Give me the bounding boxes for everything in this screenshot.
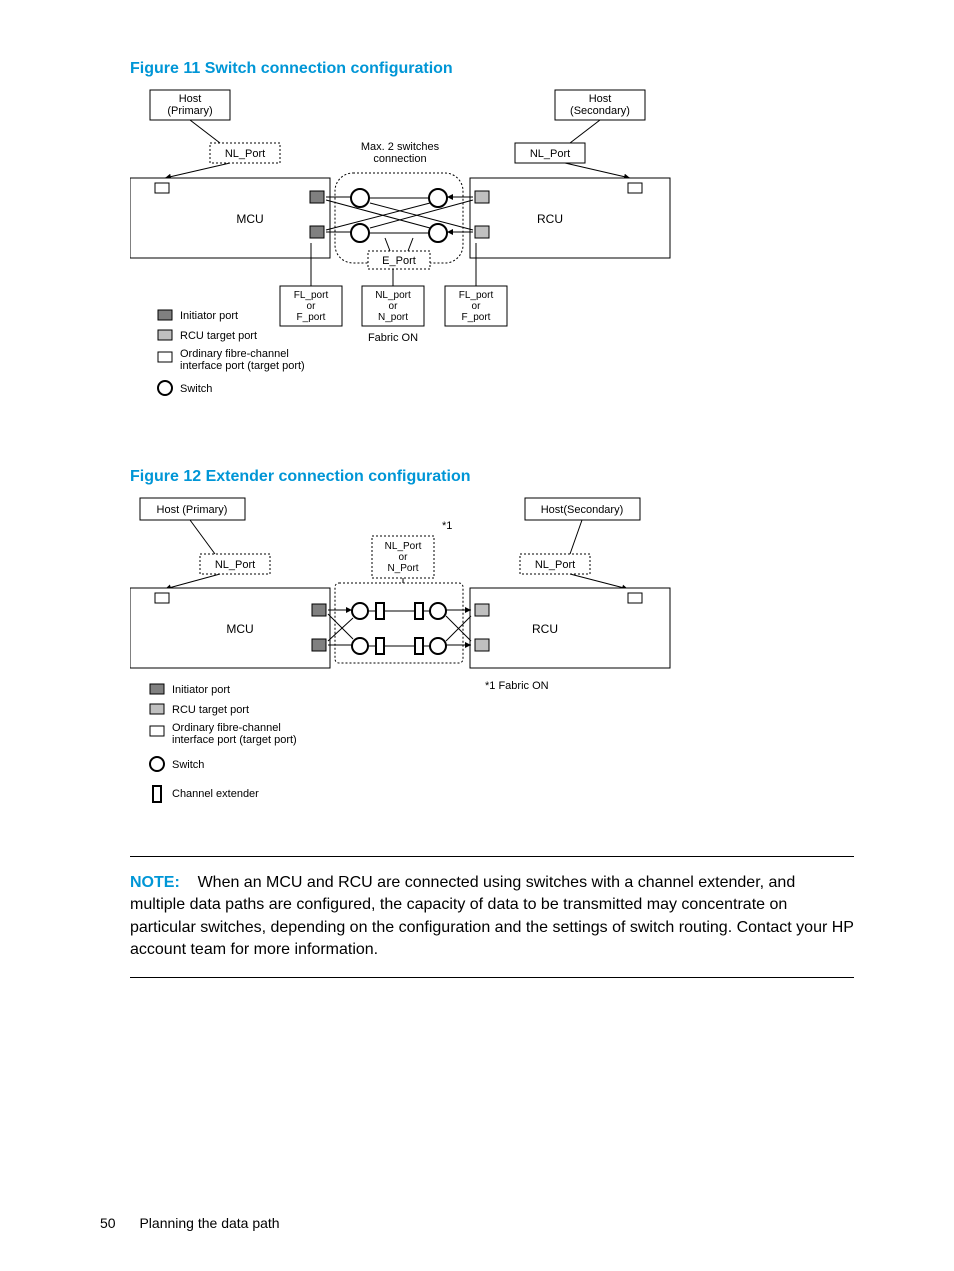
figure-12-title: Figure 12 Extender connection configurat… [130,468,854,486]
note-block: NOTE: When an MCU and RCU are connected … [130,856,854,978]
nl-port-right-12: NL_Port [535,559,575,571]
note-label: NOTE: [130,874,180,891]
legend-extender: Channel extender [172,788,259,800]
legend-initiator-12: Initiator port [172,684,230,696]
mcu-label-12: MCU [226,622,253,636]
nl-port-left-12: NL_Port [215,559,255,571]
host-secondary-l1: Host [589,93,612,105]
host-primary-l2: (Primary) [167,105,212,117]
legend-ordinary-l1: Ordinary fibre-channel [180,348,289,360]
nl-port-left: NL_Port [225,148,265,160]
nl-port-mid-l2: or [389,301,399,312]
page-number: 50 [100,1215,116,1231]
fl-port-left-l1: FL_port [294,290,329,301]
legend-ordinary-l2-12: interface port (target port) [172,734,297,746]
page-footer: 50 Planning the data path [100,1215,280,1231]
nlport-top-l1: NL_Port [385,541,422,552]
fl-port-left-l3: F_port [297,312,326,323]
legend-switch-12: Switch [172,759,204,771]
figure-12-diagram: Host (Primary) Host(Secondary) *1 NL_Por… [130,496,854,826]
legend-switch: Switch [180,383,212,395]
fl-port-right-l2: or [472,301,482,312]
e-port-label: E_Port [382,255,416,267]
mcu-label: MCU [236,212,263,226]
fabric-on: Fabric ON [368,332,418,344]
footer-section: Planning the data path [139,1215,279,1231]
figure-11-diagram: Host (Primary) Host (Secondary) NL_Port … [130,88,854,438]
rcu-label: RCU [537,212,563,226]
legend-rcu-target-12: RCU target port [172,704,249,716]
star1: *1 [442,520,452,532]
fl-port-right-l1: FL_port [459,290,494,301]
note-text: When an MCU and RCU are connected using … [130,874,854,958]
nl-port-mid-l3: N_port [378,312,408,323]
nl-port-right: NL_Port [530,148,570,160]
max-switches-l2: connection [373,153,426,165]
legend-ordinary-l1-12: Ordinary fibre-channel [172,722,281,734]
rcu-label-12: RCU [532,622,558,636]
legend-rcu-target: RCU target port [180,330,257,342]
fl-port-left-l2: or [307,301,317,312]
nl-port-mid-l1: NL_port [375,290,411,301]
legend-initiator: Initiator port [180,310,238,322]
legend-ordinary-l2: interface port (target port) [180,360,305,372]
nlport-top-l2: or [399,552,409,563]
fl-port-right-l3: F_port [462,312,491,323]
nlport-top-l3: N_Port [387,563,418,574]
max-switches-l1: Max. 2 switches [361,141,440,153]
figure-11-title: Figure 11 Switch connection configuratio… [130,60,854,78]
host-secondary-l2: (Secondary) [570,105,630,117]
host-secondary-12: Host(Secondary) [541,504,624,516]
host-primary-l1: Host [179,93,202,105]
host-primary-12: Host (Primary) [157,504,228,516]
fabric-on-12: *1 Fabric ON [485,680,549,692]
